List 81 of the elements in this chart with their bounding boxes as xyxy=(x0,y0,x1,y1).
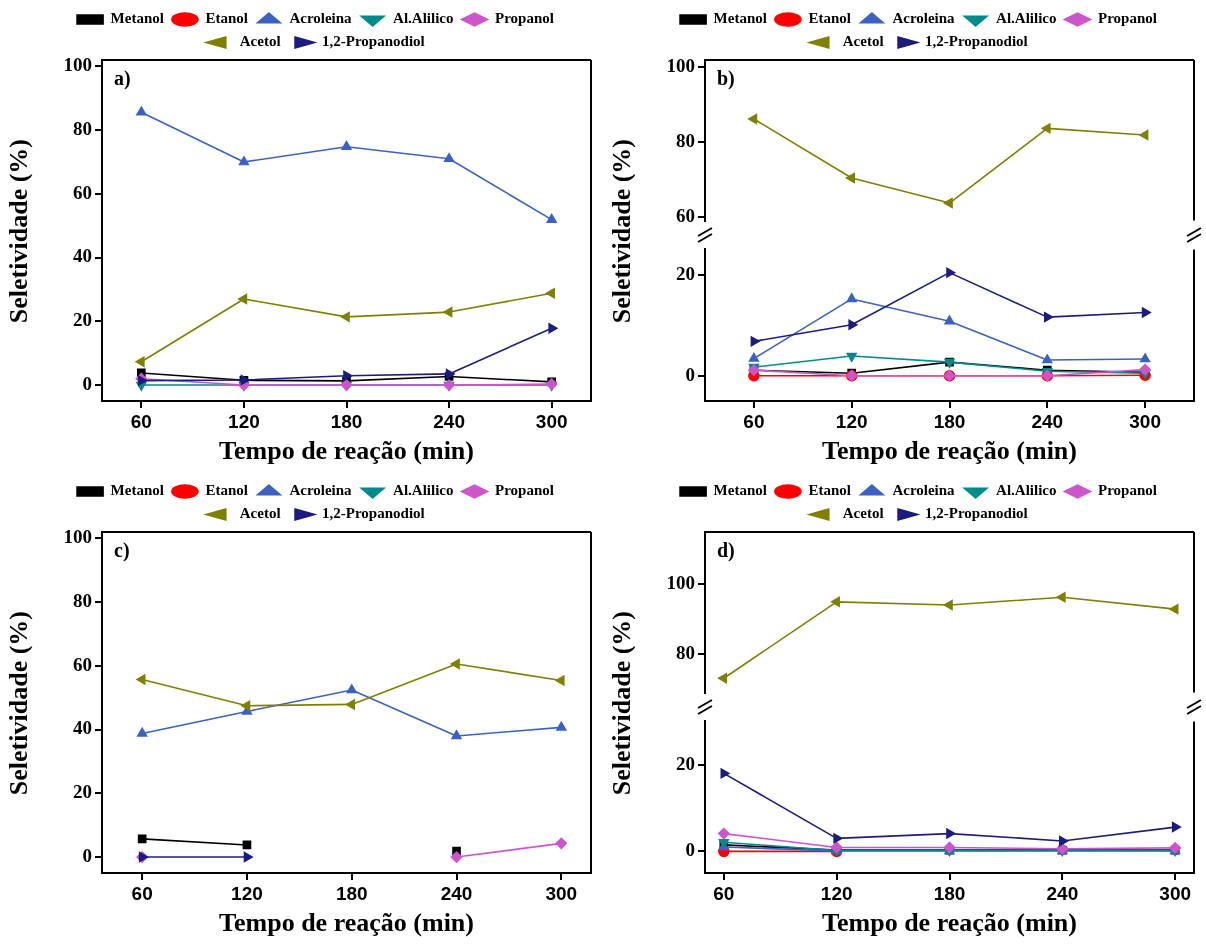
legend-label: Etanol xyxy=(808,482,851,499)
y-tick-label: 0 xyxy=(685,363,695,385)
x-tick-label: 240 xyxy=(1031,410,1064,432)
legend-label: Acroleina xyxy=(289,10,353,27)
legend-label: Etanol xyxy=(205,10,248,27)
y-tick-label: 100 xyxy=(666,55,695,77)
y-tick-label: 20 xyxy=(73,781,92,803)
annotation: d) xyxy=(717,539,735,563)
x-tick-label: 120 xyxy=(820,882,853,904)
y-axis-title: Seletividade (%) xyxy=(607,138,637,323)
legend-label: Propanol xyxy=(495,10,554,27)
x-axis-title: Tempo de reação (min) xyxy=(219,908,474,938)
y-tick-label: 60 xyxy=(676,204,695,226)
x-tick-label: 60 xyxy=(130,410,152,432)
y-tick-label: 0 xyxy=(82,372,92,394)
legend-label: Metanol xyxy=(713,482,767,499)
legend-label: 1,2-Propanodiol xyxy=(322,33,425,50)
x-tick-label: 60 xyxy=(743,410,765,432)
y-tick-label: 100 xyxy=(63,54,92,76)
x-tick-label: 60 xyxy=(131,882,153,904)
legend-label: Propanol xyxy=(1098,482,1157,499)
x-tick-label: 180 xyxy=(933,882,966,904)
legend-label: Al.Alilico xyxy=(393,482,454,499)
legend-label: Acetol xyxy=(842,505,884,522)
y-tick-label: 0 xyxy=(82,844,92,866)
y-tick-label: 60 xyxy=(73,653,92,675)
x-tick-label: 180 xyxy=(330,410,363,432)
y-tick-label: 100 xyxy=(63,526,92,548)
legend-label: 1,2-Propanodiol xyxy=(925,505,1028,522)
y-axis-title: Seletividade (%) xyxy=(4,610,34,795)
legend-label: 1,2-Propanodiol xyxy=(322,505,425,522)
y-axis-title: Seletividade (%) xyxy=(607,610,637,795)
y-tick-label: 100 xyxy=(666,572,695,594)
legend-label: Acroleina xyxy=(289,482,353,499)
legend-label: Acetol xyxy=(239,33,281,50)
legend-label: Propanol xyxy=(1098,10,1157,27)
x-axis-title: Tempo de reação (min) xyxy=(822,908,1077,938)
y-tick-label: 60 xyxy=(73,181,92,203)
legend-label: Acetol xyxy=(842,33,884,50)
legend-label: Metanol xyxy=(110,10,164,27)
y-tick-label: 80 xyxy=(73,590,92,612)
x-tick-label: 300 xyxy=(535,410,568,432)
x-tick-label: 300 xyxy=(1129,410,1161,432)
annotation: c) xyxy=(114,539,130,563)
y-tick-label: 0 xyxy=(685,839,695,861)
legend-label: Al.Alilico xyxy=(996,482,1057,499)
y-tick-label: 80 xyxy=(676,642,695,664)
legend-label: Propanol xyxy=(495,482,554,499)
x-tick-label: 240 xyxy=(433,410,465,432)
annotation: b) xyxy=(717,67,735,91)
y-tick-label: 80 xyxy=(676,130,695,152)
x-tick-label: 240 xyxy=(440,882,473,904)
legend-label: 1,2-Propanodiol xyxy=(925,33,1028,50)
legend-label: Etanol xyxy=(205,482,248,499)
y-axis-title: Seletividade (%) xyxy=(4,138,34,323)
x-tick-label: 180 xyxy=(933,410,966,432)
y-tick-label: 20 xyxy=(676,262,695,284)
legend-label: Acetol xyxy=(239,505,281,522)
legend-label: Metanol xyxy=(110,482,164,499)
legend-label: Al.Alilico xyxy=(996,10,1057,27)
y-tick-label: 40 xyxy=(73,245,92,267)
y-tick-label: 20 xyxy=(73,309,92,331)
legend-label: Etanol xyxy=(808,10,851,27)
x-tick-label: 180 xyxy=(335,882,368,904)
x-tick-label: 120 xyxy=(835,410,868,432)
legend-label: Acroleina xyxy=(892,482,956,499)
legend-label: Al.Alilico xyxy=(393,10,454,27)
x-tick-label: 240 xyxy=(1046,882,1079,904)
legend-label: Metanol xyxy=(713,10,767,27)
x-axis-title: Tempo de reação (min) xyxy=(219,436,474,466)
x-axis-title: Tempo de reação (min) xyxy=(822,436,1077,466)
legend-label: Acroleina xyxy=(892,10,956,27)
y-tick-label: 20 xyxy=(676,752,695,774)
x-tick-label: 300 xyxy=(545,882,578,904)
x-tick-label: 60 xyxy=(713,882,735,904)
annotation: a) xyxy=(114,67,131,91)
x-tick-label: 120 xyxy=(228,410,260,432)
y-tick-label: 80 xyxy=(73,118,92,140)
x-tick-label: 120 xyxy=(231,882,263,904)
x-tick-label: 300 xyxy=(1159,882,1192,904)
y-tick-label: 40 xyxy=(73,717,92,739)
